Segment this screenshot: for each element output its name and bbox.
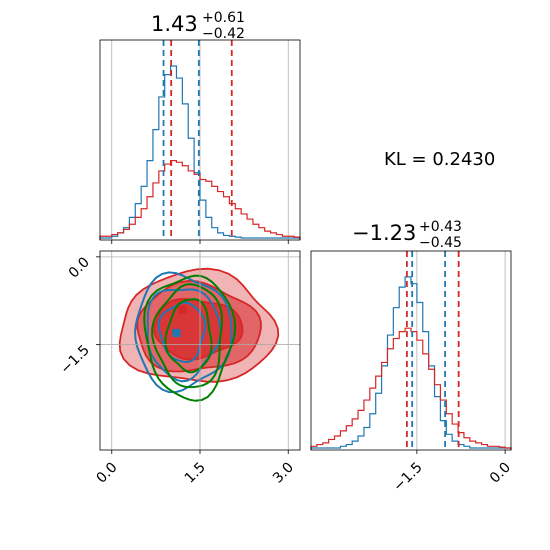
bottom-right-histogram-panel: −1.5 0.0 [310,250,514,495]
bottom-left-blue-contour [134,271,233,394]
bottom-left-green-contour [143,274,237,402]
bottom-left-contour-panel: 0.0 1.5 3.0 0.0 −1.5 [57,250,301,487]
top-left-title-minus: −0.42 [202,26,245,42]
top-left-blue-histogram-line [99,65,301,240]
top-left-histogram-panel [99,39,301,244]
bottom-left-xtick-label: 1.5 [182,460,209,487]
bottom-right-xtick-label: 0.0 [487,460,514,487]
bottom-left-xtick-label: 3.0 [270,460,297,487]
kl-annotation: KL = 0.2430 [384,149,495,170]
top-left-red-histogram-line [99,160,301,240]
bottom-right-blue-histogram-line [310,276,512,450]
bottom-left-xtick-label: 0.0 [94,460,121,487]
bottom-left-ytick-label: −1.5 [57,342,92,377]
bottom-right-xtick-label: −1.5 [390,460,425,495]
bottom-left-red-marker [178,305,187,314]
bottom-left-green-contour [164,298,213,374]
bottom-left-blue-marker [172,328,181,337]
bottom-right-title-plus: +0.43 [419,219,462,235]
bottom-left-green-contour [151,283,223,389]
bottom-right-frame [310,250,512,451]
top-left-title-plus: +0.61 [202,10,245,26]
bottom-right-red-histogram-line [310,327,512,450]
bottom-right-title: −1.23 [352,221,416,245]
bottom-right-title-value: −1.23 [352,221,416,245]
bottom-right-title-minus: −0.45 [419,235,462,251]
top-left-title-value: 1.43 [151,12,198,36]
bottom-left-ytick-label: 0.0 [66,254,93,281]
bottom-left-blue-contour [157,301,207,364]
top-left-title: 1.43 [151,12,198,36]
